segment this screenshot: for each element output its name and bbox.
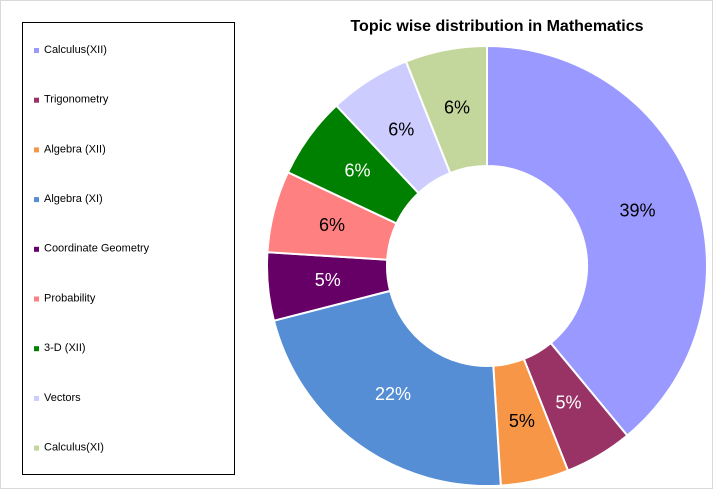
donut-slice	[404, 44, 488, 175]
data-label: 6%	[444, 98, 470, 118]
legend-marker	[34, 445, 39, 451]
legend-label: Algebra (XII)	[44, 143, 106, 155]
legend-marker	[34, 147, 39, 153]
data-label: 22%	[375, 384, 411, 404]
legend-marker	[34, 296, 39, 302]
legend-marker	[34, 97, 39, 103]
legend-label: Probability	[44, 292, 96, 304]
data-label: 6%	[388, 120, 414, 140]
data-label: 39%	[620, 201, 656, 221]
legend-marker	[34, 48, 39, 53]
legend-box	[22, 22, 235, 475]
data-label: 6%	[319, 215, 345, 235]
legend-label: Vectors	[44, 392, 81, 404]
data-label: 5%	[509, 411, 535, 431]
legend-label: 3-D (XII)	[44, 342, 86, 354]
legend-marker	[34, 197, 39, 203]
data-label: 5%	[315, 270, 341, 290]
donut-slice	[272, 289, 502, 487]
legend-marker	[34, 346, 39, 352]
legend-label: Algebra (XI)	[44, 193, 103, 205]
donut-slice	[486, 44, 708, 437]
data-label: 6%	[345, 161, 371, 181]
chart-title: Topic wise distribution in Mathematics	[350, 18, 643, 35]
legend-label: Coordinate Geometry	[44, 243, 150, 255]
legend-label: Calculus(XI)	[44, 442, 104, 454]
legend-marker	[34, 395, 39, 401]
legend-label: Trigonometry	[44, 94, 109, 106]
legend-marker	[34, 246, 39, 252]
legend-label: Calculus(XII)	[44, 44, 107, 56]
data-label: 5%	[555, 392, 581, 412]
